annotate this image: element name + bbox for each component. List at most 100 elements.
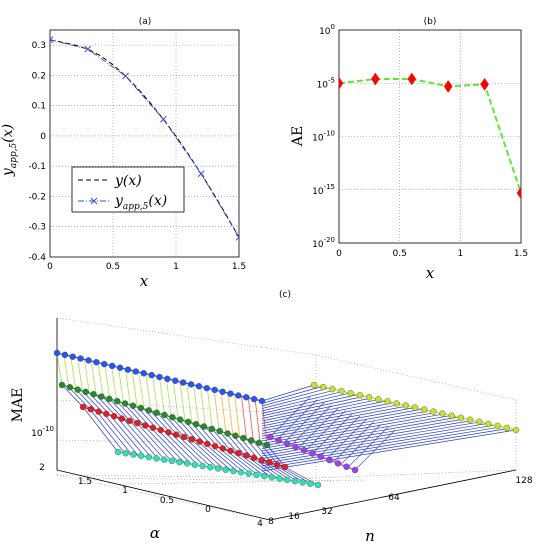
series-point <box>192 421 200 428</box>
mesh-line <box>145 373 152 412</box>
mesh-line <box>172 380 179 420</box>
series-point <box>216 428 223 435</box>
marker-stroke <box>235 233 239 239</box>
mesh-line <box>131 370 138 408</box>
mesh-line <box>171 416 191 440</box>
mesh-line <box>253 440 272 464</box>
mesh-line <box>170 432 205 467</box>
data-point-x-marker <box>50 36 54 44</box>
mesh-line <box>97 362 104 398</box>
series-point <box>173 431 180 438</box>
data-point-x-marker <box>197 170 205 178</box>
mesh-line <box>150 426 185 464</box>
series-point <box>156 373 163 381</box>
series-point <box>402 402 409 409</box>
series-point <box>347 390 354 397</box>
mesh-line <box>63 354 70 388</box>
series-point <box>58 381 66 389</box>
series-point <box>411 404 419 411</box>
series-point <box>457 414 465 421</box>
mesh-line <box>261 386 322 404</box>
series-point <box>124 366 132 373</box>
series-point <box>157 426 164 434</box>
series-point <box>222 466 229 473</box>
series-point <box>172 377 179 384</box>
series-point <box>137 452 145 459</box>
mesh-line <box>102 412 139 456</box>
series-point <box>375 396 382 403</box>
series-point <box>214 465 222 472</box>
series-point <box>250 396 258 403</box>
data-point-diamond <box>516 186 521 200</box>
mesh-line <box>152 375 159 414</box>
series-point <box>98 393 105 400</box>
series-point <box>235 392 242 399</box>
series-point <box>132 368 139 375</box>
mesh-line <box>116 400 138 424</box>
mesh-line <box>261 421 480 459</box>
marker-stroke <box>50 38 54 44</box>
series-point <box>240 434 247 442</box>
mesh-line <box>312 413 353 454</box>
panel-c: (c) 2 1.5 1 0.5 0 4 8 16 32 64 128 10-10 MAE α n <box>10 290 533 545</box>
legend-box <box>71 166 185 213</box>
y-tick-label: 0 <box>40 132 46 142</box>
mesh-line <box>179 381 186 422</box>
mesh-line <box>234 394 241 438</box>
mesh-line <box>205 426 225 450</box>
grid-line <box>56 474 271 521</box>
mesh-line <box>261 424 495 464</box>
series-point <box>291 478 299 485</box>
mesh-line <box>261 410 430 442</box>
series-point <box>145 453 152 461</box>
panel-c-title: (c) <box>279 290 291 300</box>
mesh-line <box>261 426 502 467</box>
series-point <box>149 424 157 431</box>
grid-line <box>56 439 317 446</box>
mesh-line <box>261 413 444 447</box>
series-point <box>248 437 255 444</box>
marker-stroke <box>50 36 54 41</box>
series-point <box>485 420 492 428</box>
series-point <box>184 460 191 467</box>
mesh-line <box>269 396 311 438</box>
grid-line <box>119 479 366 485</box>
series-point <box>281 463 289 471</box>
marker-stroke <box>235 236 239 241</box>
series-point <box>196 438 203 445</box>
series-point <box>161 411 168 419</box>
series-point <box>255 439 263 446</box>
series-point <box>90 391 97 398</box>
mesh-line <box>89 408 125 454</box>
mesh-line <box>150 410 171 434</box>
series-point <box>114 448 122 456</box>
series-point <box>365 394 373 401</box>
n-tick-label: 4 <box>257 519 263 529</box>
data-point-diamond <box>407 72 417 86</box>
panel-a-title: (a) <box>139 17 152 27</box>
series-point <box>137 404 144 412</box>
panel-b-title: (b) <box>424 17 437 27</box>
series-point <box>110 413 118 420</box>
x-tick-label: 1 <box>173 262 179 272</box>
alpha-axis <box>56 469 271 521</box>
series-point <box>320 383 327 391</box>
series-point <box>191 461 199 468</box>
series-point <box>258 456 265 464</box>
series-point <box>180 379 187 386</box>
series-point <box>343 463 350 470</box>
panel-c-ylabel: n <box>365 527 375 545</box>
series-point <box>103 410 110 418</box>
mesh-line <box>203 442 239 473</box>
panel-b-plot <box>339 72 521 200</box>
series-point <box>307 480 314 487</box>
series-point <box>195 383 203 390</box>
series-point <box>261 472 268 480</box>
mesh-line <box>143 424 179 463</box>
mesh-line <box>70 356 77 390</box>
x-tick-label: 1 <box>457 249 463 259</box>
series-point <box>329 385 336 393</box>
series-point <box>85 357 92 364</box>
series-point <box>69 353 76 360</box>
panel-b-axes-box <box>338 29 522 244</box>
